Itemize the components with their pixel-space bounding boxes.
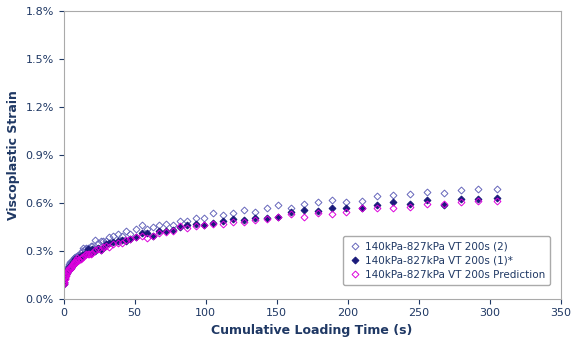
140kPa-827kPa VT 200s (2) <box>493 187 500 191</box>
140kPa-827kPa VT 200s (2) <box>61 281 68 286</box>
Line: 140kPa-827kPa VT 200s (1)*: 140kPa-827kPa VT 200s (1)* <box>61 196 499 287</box>
Y-axis label: Viscoplastic Strain: Viscoplastic Strain <box>7 90 20 220</box>
Line: 140kPa-827kPa VT 200s Prediction: 140kPa-827kPa VT 200s Prediction <box>61 198 499 286</box>
140kPa-827kPa VT 200s Prediction <box>62 274 69 278</box>
Legend: 140kPa-827kPa VT 200s (2), 140kPa-827kPa VT 200s (1)*, 140kPa-827kPa VT 200s Pre: 140kPa-827kPa VT 200s (2), 140kPa-827kPa… <box>343 236 550 285</box>
140kPa-827kPa VT 200s Prediction <box>493 199 500 203</box>
140kPa-827kPa VT 200s (1)* <box>66 267 73 271</box>
140kPa-827kPa VT 200s (1)* <box>61 282 68 286</box>
140kPa-827kPa VT 200s (1)* <box>62 275 69 279</box>
140kPa-827kPa VT 200s (1)* <box>192 222 199 226</box>
Line: 140kPa-827kPa VT 200s (2): 140kPa-827kPa VT 200s (2) <box>61 186 499 286</box>
140kPa-827kPa VT 200s Prediction <box>61 281 68 286</box>
140kPa-827kPa VT 200s (1)* <box>493 196 500 200</box>
140kPa-827kPa VT 200s (2) <box>88 244 95 248</box>
140kPa-827kPa VT 200s Prediction <box>87 252 94 257</box>
140kPa-827kPa VT 200s (2) <box>62 272 69 276</box>
140kPa-827kPa VT 200s Prediction <box>76 258 83 262</box>
140kPa-827kPa VT 200s Prediction <box>103 244 110 248</box>
140kPa-827kPa VT 200s (2) <box>106 235 113 239</box>
140kPa-827kPa VT 200s (2) <box>77 251 84 255</box>
140kPa-827kPa VT 200s (1)* <box>103 242 110 246</box>
140kPa-827kPa VT 200s (2) <box>67 261 74 266</box>
140kPa-827kPa VT 200s Prediction <box>192 224 199 228</box>
140kPa-827kPa VT 200s (1)* <box>87 250 94 255</box>
140kPa-827kPa VT 200s (2) <box>201 216 208 221</box>
140kPa-827kPa VT 200s (1)* <box>76 255 83 259</box>
140kPa-827kPa VT 200s (2) <box>475 187 481 191</box>
X-axis label: Cumulative Loading Time (s): Cumulative Loading Time (s) <box>212 324 413 337</box>
140kPa-827kPa VT 200s Prediction <box>66 267 73 271</box>
140kPa-827kPa VT 200s (2) <box>61 281 68 286</box>
